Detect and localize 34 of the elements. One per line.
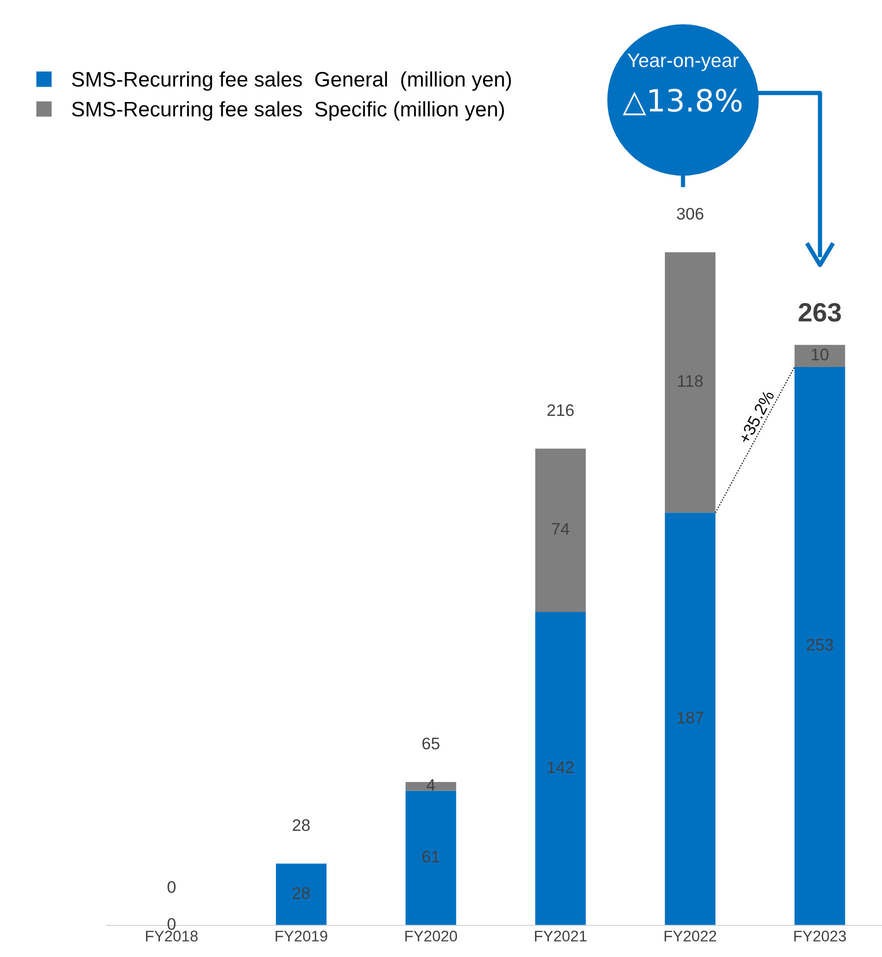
bar <box>406 790 456 926</box>
text: Year-on-year <box>628 54 739 72</box>
x-tick-label: FY2018 <box>146 930 198 942</box>
data-label: 253 <box>806 638 833 651</box>
data-label: 187 <box>678 712 704 724</box>
bar <box>664 252 716 513</box>
x-tick-label: FY2019 <box>276 930 328 942</box>
bar <box>664 512 716 926</box>
bar <box>535 612 586 926</box>
total-label: 28 <box>292 819 310 832</box>
bar <box>535 448 586 612</box>
total-label: 306 <box>676 208 704 220</box>
bar <box>276 864 326 926</box>
bar <box>794 344 846 367</box>
total-label: 263 <box>798 303 841 322</box>
x-tick-label: FY2020 <box>405 930 458 942</box>
bar <box>794 366 846 926</box>
data-label: 0 <box>168 881 176 893</box>
data-label: 4 <box>426 779 436 791</box>
text: △13.8% <box>622 88 742 116</box>
legend-label: SMS-Recurring fee sales General (million yen) <box>72 71 511 91</box>
total-label: 216 <box>547 404 574 416</box>
x-tick-label: FY2021 <box>535 930 587 942</box>
legend-label: SMS-Recurring fee sales Specific (million yen) <box>72 101 504 121</box>
data-label: 61 <box>422 850 440 863</box>
data-label: 28 <box>292 887 310 899</box>
x-tick-label: FY2023 <box>794 930 846 942</box>
x-tick-label: FY2022 <box>664 930 716 942</box>
total-label: 65 <box>422 738 440 750</box>
data-label: 118 <box>678 375 703 387</box>
total-label: 0 <box>168 918 176 930</box>
data-label: 142 <box>548 761 574 774</box>
data-label: 10 <box>812 348 828 360</box>
data-label: 74 <box>552 523 570 535</box>
